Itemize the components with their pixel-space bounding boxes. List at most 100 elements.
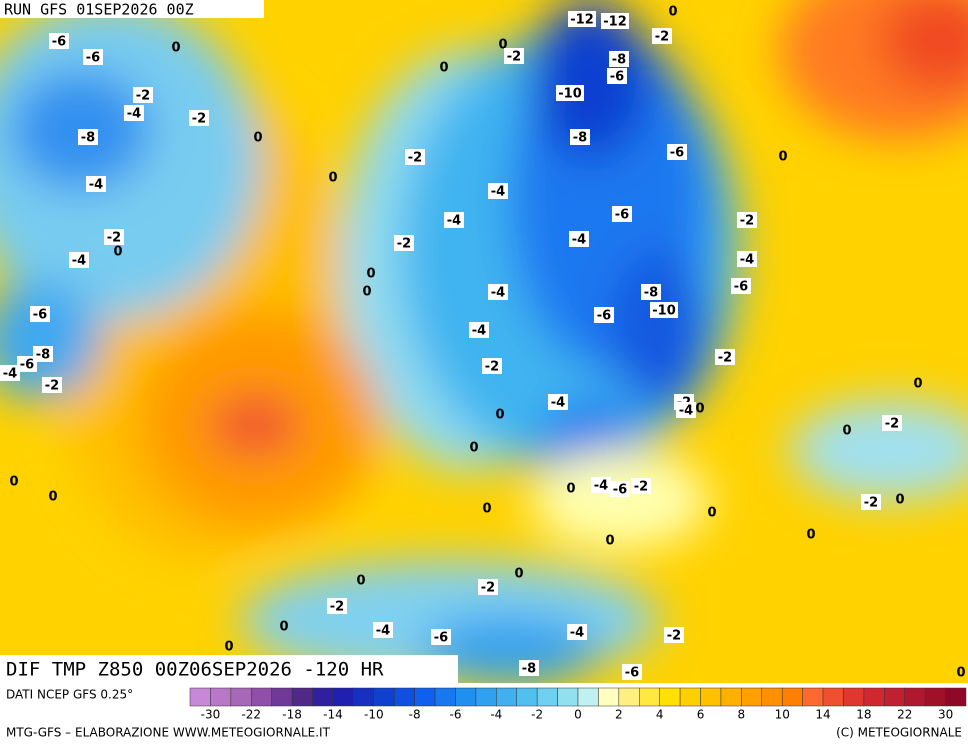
color-swatch — [598, 687, 620, 707]
run-box — [0, 0, 264, 18]
scale-tick-label: 6 — [697, 708, 705, 722]
contour-label: -4 — [594, 479, 608, 494]
contour-label-box — [133, 87, 153, 103]
contour-label: -4 — [572, 233, 586, 248]
scale-tick-label: -18 — [282, 708, 302, 722]
contour-label-box — [601, 13, 629, 29]
contour-label: 0 — [253, 131, 262, 146]
contour-label: -4 — [551, 396, 565, 411]
contour-label-box — [594, 307, 614, 323]
contour-label-box — [609, 51, 629, 67]
contour-label: -4 — [89, 178, 103, 193]
run-label: RUN GFS 01SEP2026 00Z — [4, 1, 194, 19]
contour-label: 0 — [498, 38, 507, 53]
contour-label-box — [667, 144, 687, 160]
contour-label: 0 — [566, 482, 575, 497]
contour-label-box — [664, 627, 684, 643]
color-swatch — [618, 687, 640, 707]
contour-label: -6 — [33, 308, 47, 323]
contour-label-box — [641, 284, 661, 300]
contour-label-box — [373, 622, 393, 638]
contour-label: 0 — [514, 567, 523, 582]
contour-label-box — [737, 251, 757, 267]
color-swatch — [577, 687, 599, 707]
contour-label-box — [327, 598, 347, 614]
color-swatch — [884, 687, 905, 707]
contour-label: -8 — [644, 286, 658, 301]
contour-label: -4 — [740, 253, 754, 268]
credit-text: MTG-GFS – ELABORAZIONE WWW.METEOGIORNALE… — [6, 726, 331, 740]
contour-label: -2 — [481, 581, 495, 596]
contour-label: -6 — [615, 208, 629, 223]
color-swatch — [536, 687, 558, 707]
contour-label: -6 — [625, 666, 639, 681]
contour-label-box — [488, 284, 508, 300]
color-swatch — [822, 687, 844, 707]
scale-tick-label: -8 — [409, 708, 421, 722]
contour-label: 0 — [668, 5, 677, 20]
contour-label-box — [124, 105, 144, 121]
color-swatch — [434, 687, 456, 707]
contour-label: -2 — [408, 151, 422, 166]
color-swatch — [720, 687, 742, 707]
contour-label: -8 — [612, 53, 626, 68]
color-swatch — [312, 687, 334, 707]
color-swatch — [802, 687, 824, 707]
color-swatch — [924, 687, 946, 707]
contour-label: -4 — [491, 185, 505, 200]
contour-label-box — [650, 302, 678, 318]
contour-label: -2 — [718, 351, 732, 366]
contour-label: -2 — [330, 600, 344, 615]
contour-label: -8 — [81, 131, 95, 146]
contour-label: -10 — [652, 304, 676, 319]
contour-label-box — [478, 579, 498, 595]
contour-label: -6 — [610, 70, 624, 85]
contour-label-box — [610, 481, 630, 497]
color-swatch — [741, 687, 763, 707]
scale-tick-label: 2 — [615, 708, 623, 722]
scale-tick-label: 0 — [574, 708, 582, 722]
contour-label-box — [405, 149, 425, 165]
color-swatch — [496, 687, 517, 707]
contour-label: -2 — [667, 629, 681, 644]
contour-label-box — [189, 110, 209, 126]
contour-label-box — [676, 402, 696, 418]
contour-label-box — [607, 68, 627, 84]
contour-label: -4 — [3, 367, 17, 382]
contour-label: -2 — [507, 50, 521, 65]
contour-label: -4 — [570, 626, 584, 641]
contour-label: -2 — [740, 214, 754, 229]
contour-label: 0 — [842, 424, 851, 439]
contour-label-box — [715, 349, 735, 365]
contour-label: 0 — [439, 61, 448, 76]
contour-label-box — [482, 358, 502, 374]
contour-label-box — [519, 660, 539, 676]
contour-labels: -12 -120-2-6-60 0-2 -80-6-2 -10-4 -2-8 0 -8-2 -6… — [0, 5, 966, 681]
contour-label: -12 — [570, 13, 594, 28]
contour-label-box — [731, 278, 751, 294]
scale-tick-label: 14 — [815, 708, 830, 722]
contour-label-box — [469, 322, 489, 338]
color-swatch — [455, 687, 477, 707]
contour-label-box — [570, 129, 590, 145]
scale-tick-label: 10 — [775, 708, 790, 722]
contour-label: -8 — [522, 662, 536, 677]
contour-label: -2 — [864, 496, 878, 511]
contour-label: -12 — [603, 15, 627, 30]
contour-label: 0 — [707, 506, 716, 521]
contour-label: 0 — [806, 528, 815, 543]
contour-label-box — [504, 48, 524, 64]
contour-label-box — [69, 252, 89, 268]
color-swatch — [679, 687, 701, 707]
scale-tick-label: 18 — [856, 708, 871, 722]
color-swatch — [863, 687, 885, 707]
contour-label: 0 — [171, 41, 180, 56]
contour-label-box — [0, 365, 20, 381]
contour-label-box — [444, 212, 464, 228]
contour-label: 0 — [48, 490, 57, 505]
color-swatch — [210, 687, 232, 707]
color-swatch — [373, 687, 395, 707]
scale-tick-label: -10 — [364, 708, 384, 722]
contour-label: -8 — [36, 348, 50, 363]
contour-label: -10 — [558, 87, 582, 102]
